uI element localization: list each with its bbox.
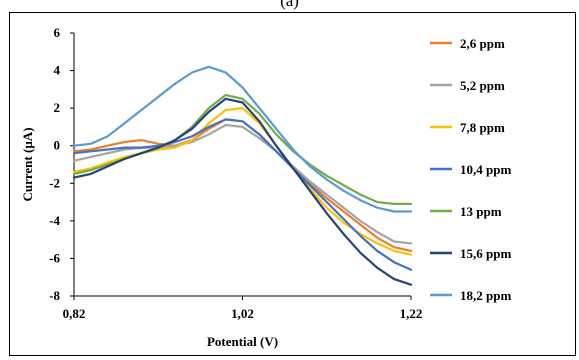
y-tick-label: 0 [54,138,61,153]
legend-label: 10,4 ppm [460,162,511,177]
legend-label: 2,6 ppm [460,36,505,51]
y-axis-title: Current (µA) [20,127,35,201]
x-tick-label: 1,02 [231,306,254,321]
y-tick-label: -4 [49,213,60,228]
legend-label: 5,2 ppm [460,78,505,93]
legend-label: 13 ppm [460,204,502,219]
series-line-1 [72,123,413,245]
y-tick-label: -8 [49,288,60,303]
y-tick-label: 2 [54,100,61,115]
axes: 6 4 2 0 -2 -4 -6 -80,82 1,02 1,22 Potential (V) Cur… [20,25,422,349]
series-line-3 [72,118,413,271]
x-tick-label: 0,82 [63,306,86,321]
legend: 2,6 ppm 5,2 ppm 7,8 ppm 10,4 ppm 13 ppm 15,6 … [430,36,511,303]
legend-label: 15,6 ppm [460,246,511,261]
y-tick-label: 4 [54,63,61,78]
series-layer [72,65,413,286]
x-axis-title: Potential (V) [207,334,278,349]
series-line-6 [72,65,413,213]
series-line-5 [72,97,413,286]
y-tick-label: 6 [54,25,61,40]
legend-label: 7,8 ppm [460,120,505,135]
chart-frame: 6 4 2 0 -2 -4 -6 -8 0,82 1,02 1,22 Potential (V) Cur… [9,12,576,356]
y-tick-label: -6 [49,250,60,265]
x-tick-label: 1,22 [400,306,423,321]
series-line-0 [72,118,413,252]
line-chart: 6 4 2 0 -2 -4 -6 -80,82 1,02 1,22 Potential (V) Cur… [20,25,511,349]
legend-label: 18,2 ppm [460,288,511,303]
series-line-2 [72,107,413,256]
y-tick-label: -2 [49,175,60,190]
panel-label: (a) [280,0,299,10]
